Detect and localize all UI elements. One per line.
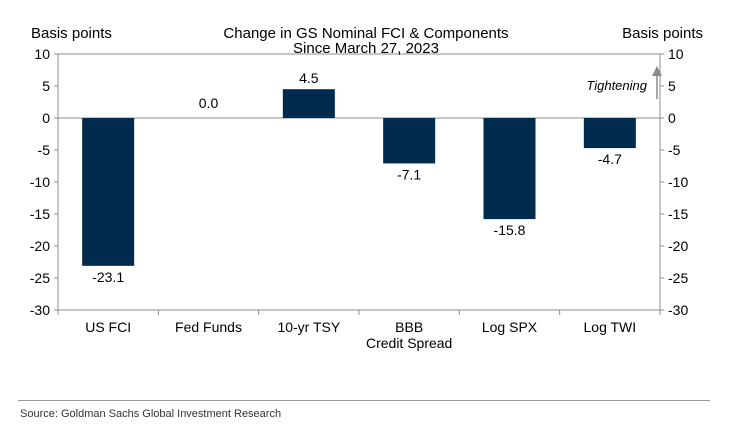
right-tick-label: -20 (668, 238, 688, 254)
data-label: 0.0 (199, 95, 219, 111)
plot-frame (57, 53, 661, 311)
right-tick-label: 5 (668, 78, 676, 94)
left-tick-label: -15 (30, 206, 50, 222)
bar (282, 89, 335, 118)
right-tick-label: -15 (668, 206, 688, 222)
category-label: Log SPX (482, 319, 538, 335)
bar (483, 118, 536, 220)
bar (82, 118, 135, 266)
left-tick-label: -30 (30, 302, 50, 318)
bar (583, 118, 636, 149)
source-note: Source: Goldman Sachs Global Investment … (20, 408, 282, 420)
right-axis-label: Basis points (622, 25, 703, 42)
left-axis-label: Basis points (31, 25, 112, 42)
left-tick-label: -25 (30, 270, 50, 286)
right-tick-label: -25 (668, 270, 688, 286)
left-tick-label: -5 (38, 142, 51, 158)
category-label: US FCI (85, 319, 131, 335)
category-label: 10-yr TSY (277, 319, 340, 335)
category-label: Fed Funds (175, 319, 242, 335)
data-label: 4.5 (299, 70, 319, 86)
left-tick-label: 5 (42, 78, 50, 94)
category-label: Log TWI (584, 319, 637, 335)
right-tick-label: 10 (668, 46, 684, 62)
tightening-annotation: Tightening (586, 78, 647, 93)
data-label: -23.1 (92, 269, 124, 285)
category-label: BBB (395, 319, 423, 335)
data-label: -4.7 (598, 151, 622, 167)
bar (383, 118, 436, 164)
up-arrow-icon (652, 66, 662, 76)
left-tick-label: 10 (34, 46, 50, 62)
chart-title: Change in GS Nominal FCI & Components (223, 25, 508, 42)
left-tick-label: -20 (30, 238, 50, 254)
chart-subtitle: Since March 27, 2023 (293, 40, 439, 57)
footer-divider (18, 400, 710, 401)
right-tick-label: -10 (668, 174, 688, 190)
category-label: Credit Spread (366, 335, 452, 351)
left-tick-label: -10 (30, 174, 50, 190)
data-label: -15.8 (494, 222, 526, 238)
left-tick-label: 0 (42, 110, 50, 126)
data-label: -7.1 (397, 166, 421, 182)
right-tick-label: -5 (668, 142, 681, 158)
right-tick-label: -30 (668, 302, 688, 318)
right-tick-label: 0 (668, 110, 676, 126)
